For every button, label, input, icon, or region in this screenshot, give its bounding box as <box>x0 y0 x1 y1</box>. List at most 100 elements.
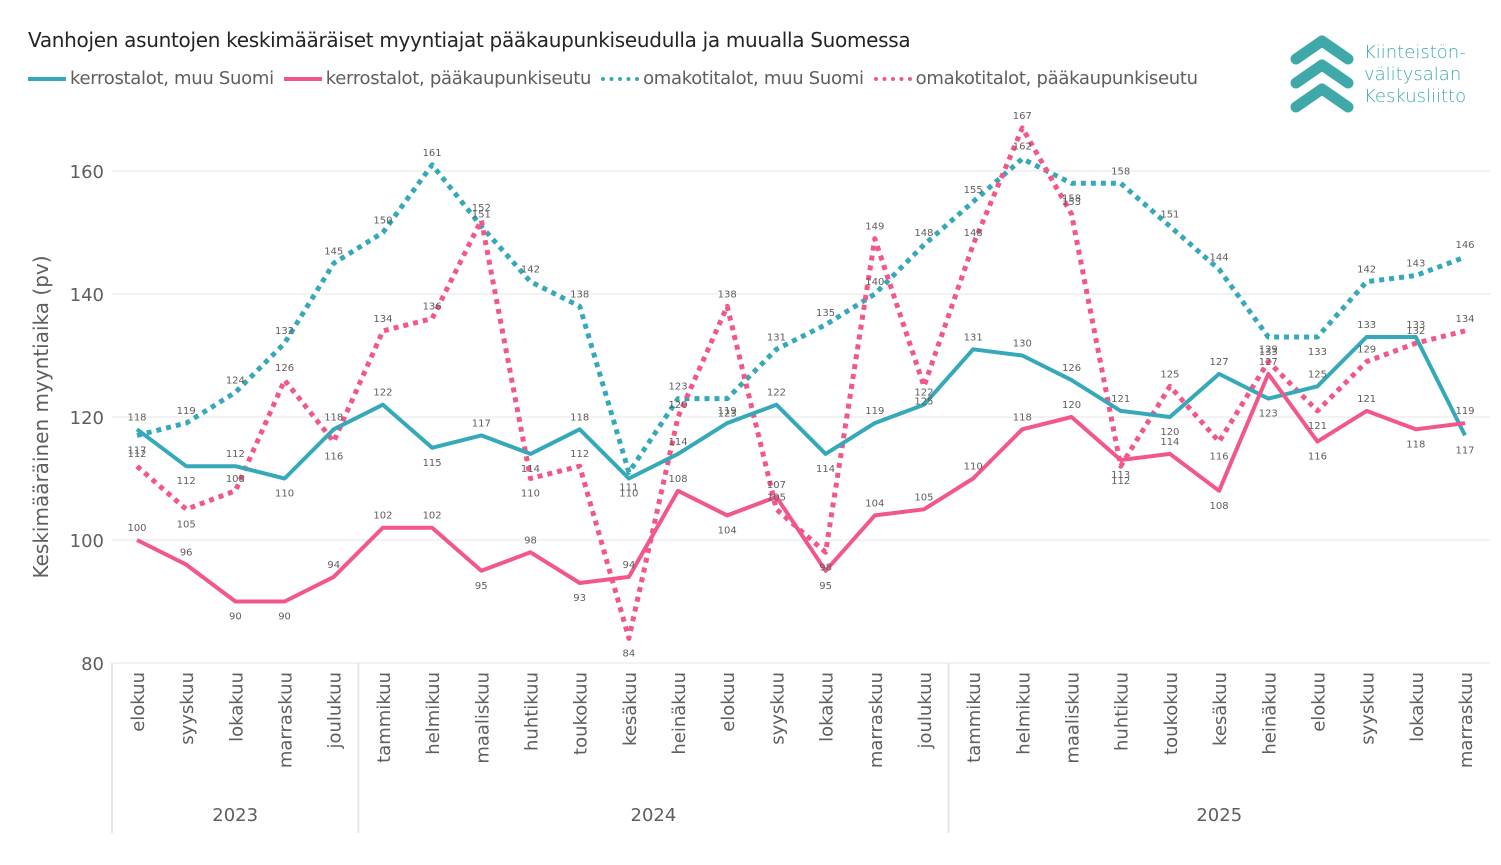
series-line-kerrostalot-p-kaupunkiseutu[interactable] <box>136 371 1466 604</box>
data-label: 123 <box>1259 409 1278 420</box>
data-labels: 1181121121101181221151171141181101141191… <box>127 111 1474 659</box>
x-tick-label: toukokuu <box>571 672 592 755</box>
legend-swatch <box>601 76 640 81</box>
logo-line: Kiinteistön- <box>1364 42 1466 63</box>
data-label: 126 <box>275 363 294 374</box>
data-label: 116 <box>1308 452 1327 463</box>
legend-item-omakotitalot-muu-suomi[interactable]: omakotitalot, muu Suomi <box>601 68 864 89</box>
x-tick-label: marraskuu <box>1456 672 1477 768</box>
data-label: 124 <box>226 375 245 386</box>
data-label: 123 <box>668 382 687 393</box>
data-label: 158 <box>1111 166 1130 177</box>
data-label: 118 <box>570 412 589 423</box>
data-label: 112 <box>570 449 589 460</box>
y-tick-label: 120 <box>70 408 104 429</box>
data-label: 117 <box>1455 445 1474 456</box>
data-label: 119 <box>865 406 884 417</box>
series-line-kerrostalot-muu-suomi[interactable] <box>135 335 1467 481</box>
y-axis-label: Keskimääräinen myyntiaika (pv) <box>29 255 53 578</box>
data-label: 162 <box>1013 142 1032 153</box>
data-label: 112 <box>177 476 196 487</box>
data-label: 116 <box>324 452 343 463</box>
legend-item-kerrostalot-paakaupunkiseutu[interactable]: kerrostalot, pääkaupunkiseutu <box>283 68 591 89</box>
data-label: 105 <box>914 492 933 503</box>
y-axis: 80 100 120 140 160 <box>70 162 104 675</box>
series-line-omakotitalot-muu-suomi[interactable] <box>136 156 1466 475</box>
x-tick-label: toukokuu <box>1161 672 1182 755</box>
data-label: 113 <box>1111 470 1130 481</box>
data-label: 114 <box>521 464 540 475</box>
data-label: 152 <box>472 203 491 214</box>
x-tick-label: syyskuu <box>177 672 198 745</box>
data-label: 105 <box>767 492 786 503</box>
data-label: 127 <box>1259 357 1278 368</box>
data-label: 100 <box>127 523 146 534</box>
data-label: 150 <box>373 216 392 227</box>
logo-line: välitysalan <box>1364 64 1462 85</box>
x-tick-label: lokakuu <box>226 672 247 742</box>
data-label: 120 <box>1062 400 1081 411</box>
x-tick-label: huhtikuu <box>1112 672 1133 751</box>
series-lines <box>135 125 1467 641</box>
y-tick-label: 140 <box>70 285 104 306</box>
logo-line: Keskusliitto <box>1364 86 1467 107</box>
data-label: 126 <box>1062 363 1081 374</box>
data-label: 121 <box>1111 394 1130 405</box>
legend-swatch <box>283 76 322 81</box>
data-label: 133 <box>1259 347 1278 358</box>
data-label: 112 <box>127 449 146 460</box>
logo: Kiinteistön- välitysalan Keskusliitto <box>1290 35 1466 115</box>
legend: kerrostalot, muu Suomi kerrostalot, pääk… <box>28 68 1198 89</box>
data-label: 117 <box>472 418 491 429</box>
data-label: 145 <box>324 246 343 257</box>
data-label: 120 <box>1160 427 1179 438</box>
legend-item-kerrostalot-muu-suomi[interactable]: kerrostalot, muu Suomi <box>28 68 274 89</box>
data-label: 127 <box>1210 357 1229 368</box>
data-label: 123 <box>718 409 737 420</box>
data-label: 161 <box>423 148 442 159</box>
data-label: 142 <box>521 265 540 276</box>
data-label: 148 <box>964 228 983 239</box>
x-tick-label: tammikuu <box>964 672 985 763</box>
x-tick-label: elokuu <box>1308 672 1329 732</box>
x-tick-label: elokuu <box>128 672 149 732</box>
x-tick-label: joulukuu <box>325 672 346 750</box>
legend-label: omakotitalot, pääkaupunkiseutu <box>915 68 1198 89</box>
data-label: 125 <box>1308 369 1327 380</box>
data-label: 144 <box>1210 252 1229 263</box>
year-label: 2025 <box>1196 805 1242 826</box>
data-label: 125 <box>1160 369 1179 380</box>
x-axis: elokuu syyskuu lokakuu marraskuu joulukuu tam… <box>111 663 1477 833</box>
data-label: 108 <box>226 474 245 485</box>
data-label: 155 <box>964 185 983 196</box>
data-label: 121 <box>1357 394 1376 405</box>
x-tick-label: syyskuu <box>767 672 788 745</box>
y-tick-label: 160 <box>70 162 104 183</box>
data-label: 95 <box>475 581 488 592</box>
data-label: 142 <box>1357 265 1376 276</box>
y-tick-label: 80 <box>81 654 104 675</box>
data-label: 143 <box>1406 259 1425 270</box>
data-label: 118 <box>324 412 343 423</box>
x-tick-label: maaliskuu <box>472 672 493 764</box>
legend-item-omakotitalot-paakaupunkiseutu[interactable]: omakotitalot, pääkaupunkiseutu <box>873 68 1198 89</box>
data-label: 94 <box>622 560 635 571</box>
x-tick-label: kesäkuu <box>620 672 641 746</box>
x-tick-label: lokakuu <box>1407 672 1428 742</box>
data-label: 104 <box>865 498 884 509</box>
data-label: 140 <box>865 277 884 288</box>
data-label: 110 <box>619 489 638 500</box>
x-tick-label: marraskuu <box>276 672 297 768</box>
data-label: 138 <box>570 289 589 300</box>
legend-label: omakotitalot, muu Suomi <box>643 68 864 89</box>
data-label: 125 <box>914 396 933 407</box>
data-label: 98 <box>524 535 537 546</box>
data-label: 129 <box>1259 345 1278 356</box>
data-label: 108 <box>668 474 687 485</box>
data-label: 114 <box>668 437 687 448</box>
x-tick-label: elokuu <box>718 672 739 732</box>
data-label: 149 <box>865 222 884 233</box>
data-label: 114 <box>816 464 835 475</box>
data-label: 90 <box>278 612 291 623</box>
